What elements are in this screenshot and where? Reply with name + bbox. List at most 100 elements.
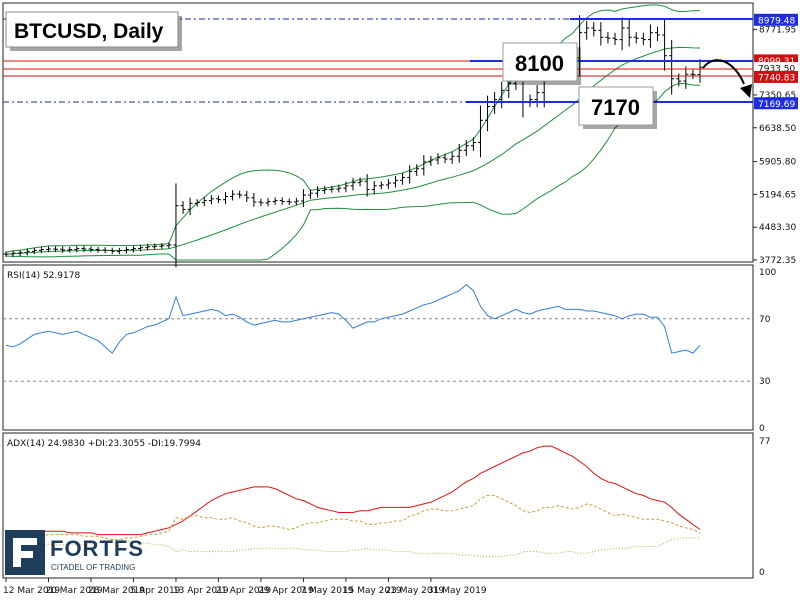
ohlc-bar bbox=[690, 69, 696, 80]
price-y-tick-label: 6638.50 bbox=[759, 124, 796, 134]
ohlc-bar bbox=[647, 24, 653, 48]
forecast-arrow-path bbox=[702, 59, 745, 85]
ohlc-bar bbox=[392, 175, 398, 188]
ohlc-bar bbox=[662, 20, 668, 71]
adx-label: ADX(14) 24.9830 +DI:23.3055 -DI:19.7994 bbox=[7, 439, 201, 449]
adx-y-tick-label: 77 bbox=[759, 437, 770, 447]
ohlc-bar bbox=[187, 197, 193, 216]
price-tag-box bbox=[754, 97, 798, 110]
ohlc-bar bbox=[145, 243, 151, 251]
ohlc-bar bbox=[329, 185, 335, 193]
ohlc-bar bbox=[428, 155, 434, 167]
ohlc-bar bbox=[38, 246, 44, 254]
ohlc-bar bbox=[378, 181, 384, 190]
ohlc-bar bbox=[598, 22, 604, 46]
rsi-y-tick-label: 100 bbox=[759, 268, 776, 278]
ohlc-bar bbox=[697, 59, 703, 83]
price-pane bbox=[2, 2, 754, 263]
ohlc-bar bbox=[272, 197, 278, 205]
ohlc-bar bbox=[244, 190, 250, 203]
x-tick-label: 13 Apr 2019 bbox=[173, 586, 229, 596]
ohlc-bar bbox=[258, 198, 264, 207]
ohlc-bar bbox=[10, 250, 16, 257]
ohlc-bar bbox=[315, 186, 321, 198]
x-tick-label: 29 Apr 2019 bbox=[258, 586, 314, 596]
adx-layer bbox=[6, 445, 701, 558]
ohlc-bar bbox=[669, 39, 675, 95]
ohlc-bar bbox=[208, 195, 214, 205]
ohlc-bar bbox=[194, 199, 200, 207]
fortfs-logo: FORTFS CITADEL OF TRADING bbox=[5, 530, 143, 575]
ohlc-bar bbox=[24, 248, 30, 256]
label-7170-box: 7170 bbox=[578, 86, 657, 129]
ohlc-bar bbox=[31, 247, 37, 255]
ohlc-bar bbox=[286, 198, 292, 205]
ohlc-bar bbox=[605, 32, 611, 44]
ohlc-bar bbox=[477, 105, 483, 158]
ohlc-bar bbox=[655, 26, 661, 41]
ohlc-bar bbox=[159, 243, 165, 250]
label-7170-text: 7170 bbox=[591, 95, 640, 120]
ohlc-bar bbox=[74, 245, 80, 253]
ohlc-bar bbox=[456, 143, 462, 163]
ohlc-bar bbox=[223, 191, 229, 205]
x-tick-label: 21 Apr 2019 bbox=[215, 586, 271, 596]
forecast-arrow-head bbox=[740, 84, 752, 98]
ohlc-bar bbox=[3, 251, 9, 257]
price-y-tick-label: 5194.65 bbox=[759, 190, 796, 200]
ohlc-bar bbox=[400, 173, 406, 185]
ohlc-bar bbox=[336, 184, 342, 193]
ohlc-bar bbox=[53, 246, 59, 253]
ohlc-bar bbox=[230, 190, 236, 201]
title-box: BTCUSD, Daily bbox=[5, 11, 182, 51]
ohlc-bar bbox=[463, 139, 469, 157]
price-layer bbox=[3, 4, 703, 268]
ohlc-bar bbox=[308, 189, 314, 199]
ohlc-bar bbox=[265, 198, 271, 207]
price-y-tick-label: 7350.65 bbox=[759, 91, 796, 101]
ohlc-bar bbox=[180, 201, 186, 214]
ohlc-bar bbox=[95, 246, 101, 253]
price-tag-label: 8979.48 bbox=[758, 16, 795, 26]
ohlc-bar bbox=[123, 246, 129, 254]
ohlc-bar bbox=[343, 181, 349, 193]
ohlc-bar bbox=[612, 32, 618, 46]
ohlc-bar bbox=[633, 32, 639, 44]
ohlc-bar bbox=[584, 20, 590, 40]
rsi-y-tick-label: 70 bbox=[759, 315, 771, 325]
axis-layer: 8771.95 7350.65 6638.50 5905.80 5194.65 4483.… bbox=[3, 13, 798, 596]
ohlc-bar bbox=[322, 186, 328, 194]
logo-tagline: CITADEL OF TRADING bbox=[51, 563, 135, 572]
ohlc-bar bbox=[60, 246, 66, 253]
chart-title: BTCUSD, Daily bbox=[14, 20, 164, 43]
ohlc-bar bbox=[470, 137, 476, 151]
label-8100-box: 8100 bbox=[502, 42, 581, 85]
rsi-pane bbox=[2, 264, 754, 431]
ohlc-bar bbox=[577, 15, 583, 76]
ohlc-bar bbox=[591, 22, 597, 37]
ohlc-bar bbox=[67, 246, 73, 253]
adx-line bbox=[6, 445, 701, 536]
rsi-layer bbox=[3, 283, 753, 382]
ohlc-bar bbox=[385, 179, 391, 189]
di-plus-line bbox=[6, 494, 701, 541]
ohlc-bar bbox=[17, 249, 23, 256]
ohlc-bar bbox=[683, 66, 689, 89]
ohlc-bar bbox=[364, 174, 370, 197]
ohlc-bar bbox=[371, 181, 377, 195]
price-tag-label: 7740.83 bbox=[758, 73, 795, 83]
x-tick-label: 20 Mar 2019 bbox=[45, 586, 102, 596]
ohlc-bar bbox=[293, 197, 299, 206]
ohlc-bar bbox=[492, 92, 498, 114]
ohlc-bar bbox=[109, 247, 115, 255]
ohlc-bar bbox=[201, 196, 207, 207]
ohlc-bar bbox=[215, 195, 221, 203]
price-tag-box bbox=[754, 13, 798, 26]
price-tag-label: 7169.69 bbox=[758, 100, 795, 110]
ohlc-bar bbox=[45, 246, 51, 253]
price-y-tick-label: 3772.35 bbox=[759, 256, 796, 266]
ohlc-bar bbox=[534, 85, 540, 108]
ohlc-bar bbox=[300, 189, 306, 207]
ohlc-bar bbox=[102, 247, 108, 254]
adx-y-tick-label: 0 bbox=[759, 568, 765, 578]
